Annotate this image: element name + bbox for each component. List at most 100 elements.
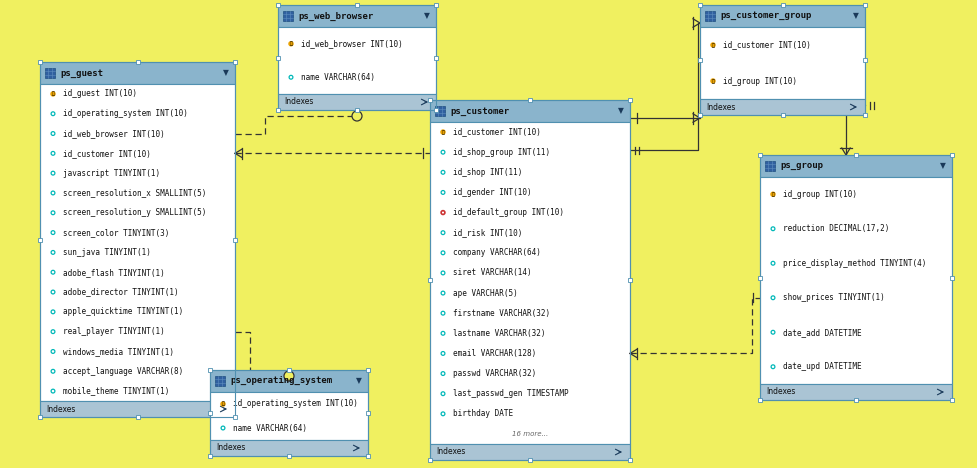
Bar bbox=[136, 415, 140, 419]
Bar bbox=[38, 415, 42, 419]
Bar bbox=[428, 458, 432, 462]
Bar bbox=[760, 155, 952, 177]
Text: birthday DATE: birthday DATE bbox=[453, 410, 513, 418]
Text: reduction DECIMAL(17,2): reduction DECIMAL(17,2) bbox=[783, 224, 889, 233]
Bar bbox=[430, 100, 630, 122]
Text: ps_customer: ps_customer bbox=[450, 107, 509, 116]
Bar bbox=[287, 368, 291, 372]
Text: company VARCHAR(64): company VARCHAR(64) bbox=[453, 249, 541, 257]
Text: id_customer INT(10): id_customer INT(10) bbox=[453, 128, 541, 137]
Text: Indexes: Indexes bbox=[284, 97, 314, 107]
Bar bbox=[276, 56, 280, 59]
Circle shape bbox=[221, 402, 225, 406]
Bar bbox=[210, 370, 368, 456]
Text: id_shop INT(11): id_shop INT(11) bbox=[453, 168, 523, 177]
Bar bbox=[366, 368, 370, 372]
Text: accept_language VARCHAR(8): accept_language VARCHAR(8) bbox=[63, 367, 184, 376]
Bar bbox=[366, 454, 370, 458]
Bar bbox=[698, 3, 702, 7]
Bar bbox=[287, 454, 291, 458]
Bar bbox=[210, 440, 368, 456]
Circle shape bbox=[771, 192, 775, 196]
Circle shape bbox=[711, 79, 715, 83]
Bar bbox=[863, 58, 867, 62]
Circle shape bbox=[284, 371, 294, 381]
Text: 16 more...: 16 more... bbox=[512, 431, 548, 437]
Bar bbox=[428, 278, 432, 282]
Bar bbox=[700, 27, 865, 99]
Bar bbox=[233, 237, 237, 241]
Bar bbox=[428, 98, 432, 102]
Text: 🔑: 🔑 bbox=[711, 79, 714, 83]
Bar bbox=[355, 3, 359, 7]
Text: ps_customer_group: ps_customer_group bbox=[720, 12, 811, 21]
Text: id_customer INT(10): id_customer INT(10) bbox=[723, 41, 811, 50]
Bar bbox=[210, 370, 368, 392]
Bar bbox=[950, 398, 954, 402]
Bar bbox=[863, 3, 867, 7]
Text: lastname VARCHAR(32): lastname VARCHAR(32) bbox=[453, 329, 545, 338]
Text: id_web_browser INT(10): id_web_browser INT(10) bbox=[301, 39, 403, 48]
Text: show_prices TINYINT(1): show_prices TINYINT(1) bbox=[783, 293, 885, 302]
Text: id_operating_system INT(10): id_operating_system INT(10) bbox=[233, 400, 358, 409]
Bar bbox=[45, 68, 55, 78]
Bar bbox=[854, 398, 858, 402]
Text: windows_media TINYINT(1): windows_media TINYINT(1) bbox=[63, 347, 174, 356]
Text: id_default_group INT(10): id_default_group INT(10) bbox=[453, 208, 564, 217]
Bar bbox=[283, 11, 293, 21]
Text: javascript TINYINT(1): javascript TINYINT(1) bbox=[63, 168, 160, 178]
Text: Indexes: Indexes bbox=[706, 102, 736, 111]
Bar bbox=[276, 108, 280, 112]
Text: siret VARCHAR(14): siret VARCHAR(14) bbox=[453, 269, 531, 278]
Text: 🔑: 🔑 bbox=[711, 43, 714, 47]
Bar bbox=[781, 3, 785, 7]
Text: 🔑: 🔑 bbox=[222, 402, 225, 407]
Text: id_group INT(10): id_group INT(10) bbox=[723, 76, 797, 86]
Text: email VARCHAR(128): email VARCHAR(128) bbox=[453, 349, 536, 358]
Circle shape bbox=[51, 92, 55, 96]
Bar bbox=[698, 58, 702, 62]
Bar bbox=[950, 153, 954, 157]
Text: ape VARCHAR(5): ape VARCHAR(5) bbox=[453, 289, 518, 298]
Text: screen_resolution_x SMALLINT(5): screen_resolution_x SMALLINT(5) bbox=[63, 189, 206, 197]
Bar bbox=[698, 113, 702, 117]
Text: id_guest INT(10): id_guest INT(10) bbox=[63, 89, 137, 98]
Text: 🔑: 🔑 bbox=[772, 192, 775, 197]
Text: apple_quicktime TINYINT(1): apple_quicktime TINYINT(1) bbox=[63, 307, 184, 316]
Text: 🔑: 🔑 bbox=[442, 130, 445, 135]
Bar bbox=[208, 368, 212, 372]
Bar bbox=[628, 458, 632, 462]
Text: Indexes: Indexes bbox=[766, 388, 795, 396]
Text: name VARCHAR(64): name VARCHAR(64) bbox=[301, 73, 375, 82]
Bar bbox=[950, 276, 954, 279]
Text: 🔑: 🔑 bbox=[289, 41, 292, 46]
Text: ps_guest: ps_guest bbox=[60, 68, 103, 78]
Bar bbox=[208, 411, 212, 415]
Bar bbox=[210, 392, 368, 440]
Text: firstname VARCHAR(32): firstname VARCHAR(32) bbox=[453, 309, 550, 318]
Bar bbox=[765, 161, 775, 171]
Text: adobe_flash TINYINT(1): adobe_flash TINYINT(1) bbox=[63, 268, 165, 277]
Bar bbox=[233, 415, 237, 419]
Bar bbox=[430, 122, 630, 444]
Bar bbox=[40, 84, 235, 401]
Text: mobile_theme TINYINT(1): mobile_theme TINYINT(1) bbox=[63, 387, 169, 395]
Bar bbox=[136, 60, 140, 64]
Bar bbox=[40, 401, 235, 417]
Text: Indexes: Indexes bbox=[216, 444, 245, 453]
Text: ps_web_browser: ps_web_browser bbox=[298, 11, 373, 21]
Text: id_customer INT(10): id_customer INT(10) bbox=[63, 149, 150, 158]
Bar bbox=[760, 155, 952, 400]
Text: Indexes: Indexes bbox=[46, 404, 75, 414]
Bar bbox=[760, 177, 952, 384]
Bar bbox=[434, 3, 438, 7]
Bar bbox=[38, 60, 42, 64]
Text: date_add DATETIME: date_add DATETIME bbox=[783, 328, 862, 337]
Bar bbox=[700, 5, 865, 115]
Text: id_shop_group INT(11): id_shop_group INT(11) bbox=[453, 148, 550, 157]
Bar bbox=[758, 153, 762, 157]
Bar bbox=[854, 153, 858, 157]
Circle shape bbox=[441, 130, 446, 134]
Text: screen_color TINYINT(3): screen_color TINYINT(3) bbox=[63, 228, 169, 237]
Bar bbox=[760, 384, 952, 400]
